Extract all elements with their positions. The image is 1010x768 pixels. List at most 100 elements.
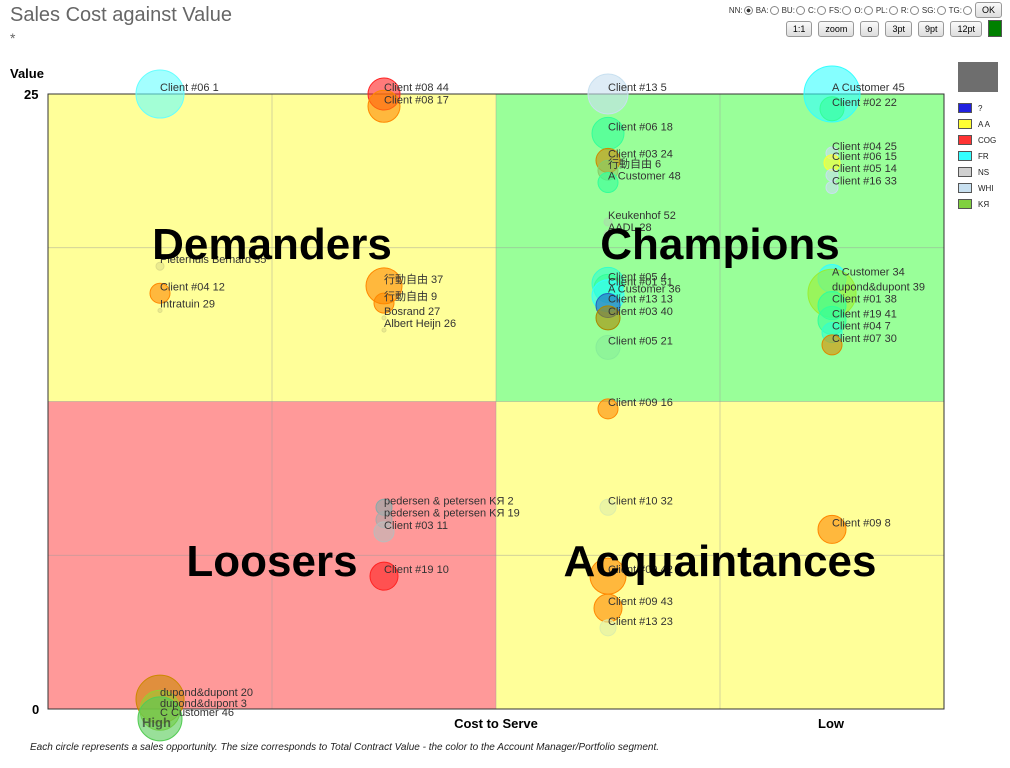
point-label: 行動自由 9 (384, 289, 437, 303)
data-point[interactable] (825, 180, 839, 194)
x-tick-high: High (142, 715, 171, 730)
point-label: dupond&dupont 20 (160, 687, 253, 699)
data-point[interactable] (821, 334, 843, 356)
data-point[interactable] (603, 229, 613, 239)
data-point[interactable] (135, 69, 185, 119)
data-point[interactable] (817, 514, 847, 544)
o-button[interactable]: o (860, 20, 880, 37)
point-label: Pieterhuis Bernard 35 (160, 254, 266, 266)
legend: ? A A COG FR NS WHI KЯ (958, 100, 996, 212)
data-point[interactable] (381, 315, 387, 321)
point-label: Client #16 33 (832, 175, 897, 187)
point-label: Client #08 17 (384, 94, 449, 106)
data-point[interactable] (595, 334, 621, 360)
legend-item[interactable]: WHI (958, 180, 996, 196)
ok-button[interactable]: OK (974, 2, 1002, 18)
data-point[interactable] (819, 96, 845, 122)
data-point[interactable] (373, 292, 395, 314)
point-label: pedersen & petersen KЯ 19 (384, 508, 520, 520)
data-point[interactable] (367, 89, 401, 123)
radio-tg[interactable]: TG: (949, 5, 972, 15)
toolbar: 1:1 zoom o 3pt 9pt 12pt (785, 20, 1002, 37)
point-label: Client #08 44 (384, 82, 449, 94)
filter-radio-row: NN: BA: BU: C: FS: O: PL: R: SG: TG: OK (729, 2, 1002, 18)
color-swatch[interactable] (988, 20, 1002, 37)
legend-item[interactable]: FR (958, 148, 996, 164)
point-label: Client #05 14 (832, 163, 897, 175)
legend-header-box (958, 62, 998, 92)
x-axis-label: Cost to Serve (454, 716, 538, 731)
data-point[interactable] (155, 261, 165, 271)
legend-item[interactable]: NS (958, 164, 996, 180)
radio-o[interactable]: O: (854, 5, 873, 15)
point-label: Client #07 30 (832, 333, 897, 345)
radio-fs[interactable]: FS: (829, 5, 852, 15)
point-label: A Customer 36 (608, 284, 681, 296)
point-label: A Customer 48 (608, 171, 681, 183)
point-label: dupond&dupont 39 (832, 281, 925, 293)
radio-nn[interactable]: NN: (729, 5, 753, 15)
footnote: Each circle represents a sales opportuni… (30, 742, 660, 753)
font-3pt-button[interactable]: 3pt (885, 20, 912, 37)
point-label: Client #09 43 (608, 596, 673, 608)
data-point[interactable] (373, 521, 395, 543)
data-point[interactable] (587, 73, 629, 115)
data-point[interactable] (369, 561, 399, 591)
legend-item[interactable]: A A (958, 116, 996, 132)
page-title: Sales Cost against Value (10, 4, 232, 26)
point-label: Client #04 12 (160, 281, 225, 293)
point-label: Client #10 32 (608, 495, 673, 507)
legend-swatch (958, 199, 972, 209)
point-label: Client #19 41 (832, 308, 897, 320)
plot-border (47, 93, 945, 710)
font-9pt-button[interactable]: 9pt (917, 20, 945, 37)
point-label: Client #02 22 (832, 97, 897, 109)
data-point[interactable] (803, 65, 861, 123)
point-label: Intratuin 29 (160, 298, 215, 310)
legend-swatch (958, 135, 972, 145)
data-point[interactable] (137, 696, 183, 742)
radio-bu[interactable]: BU: (782, 5, 805, 15)
point-label: Client #05 21 (608, 335, 673, 347)
data-point[interactable] (603, 217, 613, 227)
point-label: Client #06 15 (832, 151, 897, 163)
point-label: Client #05 4 (608, 271, 667, 283)
legend-label: NS (978, 167, 990, 177)
font-12pt-button[interactable]: 12pt (950, 20, 982, 37)
point-label: Client #13 5 (608, 82, 667, 94)
point-label: Client #06 18 (608, 121, 673, 133)
y-tick-top: 25 (24, 87, 39, 102)
point-label: A Customer 34 (832, 267, 905, 279)
zoom-button[interactable]: zoom (818, 20, 855, 37)
data-point[interactable] (597, 172, 619, 194)
data-point[interactable] (157, 307, 163, 313)
point-label: 行動自由 37 (384, 272, 443, 286)
point-label: Bosrand 27 (384, 306, 440, 318)
legend-swatch (958, 151, 972, 161)
data-point[interactable] (599, 498, 617, 516)
legend-item[interactable]: KЯ (958, 196, 996, 212)
radio-r[interactable]: R: (901, 5, 919, 15)
y-axis-label: Value (10, 66, 44, 81)
point-label: Client #03 24 (608, 148, 673, 160)
point-label: 行動自由 6 (608, 156, 661, 170)
radio-c[interactable]: C: (808, 5, 826, 15)
data-point[interactable] (595, 305, 621, 331)
data-point[interactable] (381, 327, 387, 333)
radio-sg[interactable]: SG: (922, 5, 946, 15)
radio-pl[interactable]: PL: (876, 5, 898, 15)
legend-label: A A (978, 119, 991, 129)
legend-label: FR (978, 151, 989, 161)
point-label: dupond&dupont 3 (160, 698, 247, 710)
data-point[interactable] (599, 619, 617, 637)
data-point[interactable] (149, 282, 171, 304)
point-label: Client #19 10 (384, 564, 449, 576)
data-point[interactable] (597, 398, 619, 420)
point-label: Client #04 7 (832, 321, 891, 333)
legend-swatch (958, 183, 972, 193)
quadrant-label: Demanders (152, 220, 392, 269)
legend-item[interactable]: COG (958, 132, 996, 148)
radio-ba[interactable]: BA: (756, 5, 779, 15)
scale-1-1-button[interactable]: 1:1 (785, 20, 813, 37)
legend-item[interactable]: ? (958, 100, 996, 116)
